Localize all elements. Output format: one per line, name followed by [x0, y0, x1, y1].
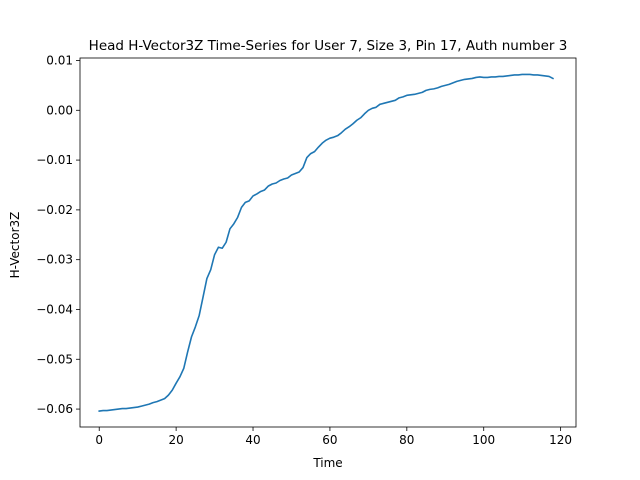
chart-title: Head H-Vector3Z Time-Series for User 7, …: [89, 38, 568, 54]
y-tick-label: −0.03: [36, 253, 73, 267]
plot-area: [79, 57, 577, 428]
x-axis-label: Time: [312, 456, 342, 470]
y-tick-label: 0.01: [46, 53, 73, 67]
y-tick-label: 0.00: [46, 103, 73, 117]
x-tick-label: 80: [399, 433, 414, 447]
x-axis: 0 20 40 60 80 100 120: [95, 427, 572, 447]
x-tick-label: 120: [549, 433, 572, 447]
x-tick-label: 100: [472, 433, 495, 447]
y-axis: −0.06 −0.05 −0.04 −0.03 −0.02 −0.01 0.00 0.01: [36, 53, 80, 416]
y-axis-label: H-Vector3Z: [8, 212, 22, 279]
y-tick-label: −0.06: [36, 402, 73, 416]
y-tick-label: −0.02: [36, 203, 73, 217]
y-tick-label: −0.01: [36, 153, 73, 167]
series-line: [98, 73, 555, 412]
x-tick-label: 60: [322, 433, 337, 447]
x-tick-label: 40: [245, 433, 260, 447]
plot-frame: [79, 57, 577, 428]
x-tick-label: 20: [168, 433, 183, 447]
y-tick-label: −0.05: [36, 352, 73, 366]
y-tick-label: −0.04: [36, 302, 73, 316]
x-tick-label: 0: [95, 433, 103, 447]
